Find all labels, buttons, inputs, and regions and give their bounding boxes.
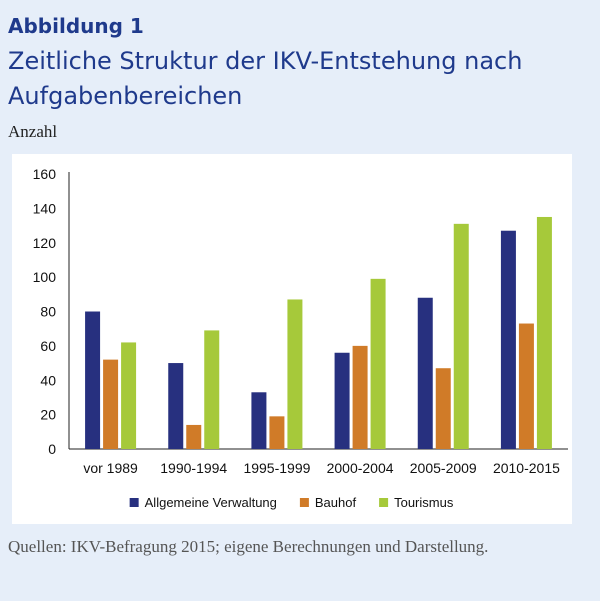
bar (518, 323, 534, 449)
x-tick-label: 1990-1994 (160, 460, 227, 476)
x-tick-label: 2000-2004 (327, 460, 394, 476)
y-tick-label: 160 (33, 166, 57, 182)
legend-swatch (129, 498, 139, 507)
x-tick-label: 2005-2009 (410, 460, 477, 476)
y-tick-label: 100 (33, 269, 57, 285)
x-tick-label: vor 1989 (83, 460, 138, 476)
y-tick-label: 0 (48, 441, 56, 457)
bar (453, 223, 469, 449)
bar (251, 392, 267, 449)
chart-panel: 0 20 40 60 80 100 120 140 160 vor 1989 1990-1994 19… (12, 154, 572, 524)
bar (370, 278, 386, 449)
y-tick-label: 60 (40, 338, 56, 354)
chart-title: Zeitliche Struktur der IKV-Entstehung na… (8, 47, 523, 110)
y-unit-label: Anzahl (8, 122, 58, 141)
bar (417, 297, 433, 449)
x-tick-label: 2010-2015 (493, 460, 560, 476)
bar (352, 345, 368, 449)
bar (121, 342, 137, 449)
bar (85, 311, 101, 449)
source-note: Quellen: IKV-Befragung 2015; eigene Bere… (8, 537, 489, 556)
x-tick-label: 1995-1999 (243, 460, 310, 476)
bar (204, 330, 220, 449)
legend-label: Bauhof (315, 495, 357, 510)
bar (334, 352, 350, 449)
bar (103, 359, 119, 449)
bar (186, 424, 202, 449)
legend-label: Tourismus (394, 495, 454, 510)
y-tick-label: 20 (40, 407, 56, 423)
y-tick-label: 140 (33, 200, 57, 216)
legend-swatch (379, 498, 389, 507)
bar (500, 230, 516, 449)
bar (536, 216, 552, 449)
legend-swatch (299, 498, 309, 507)
figure-label: Abbildung 1 (8, 14, 144, 38)
y-tick-label: 120 (33, 235, 57, 251)
bar-chart: 0 20 40 60 80 100 120 140 160 vor 1989 1990-1994 19… (33, 166, 568, 510)
y-tick-label: 40 (40, 372, 56, 388)
y-tick-label: 80 (40, 304, 56, 320)
bar (435, 368, 451, 449)
bar (168, 363, 184, 449)
bar (287, 299, 303, 449)
bar (269, 416, 285, 449)
legend-label: Allgemeine Verwaltung (145, 495, 277, 510)
